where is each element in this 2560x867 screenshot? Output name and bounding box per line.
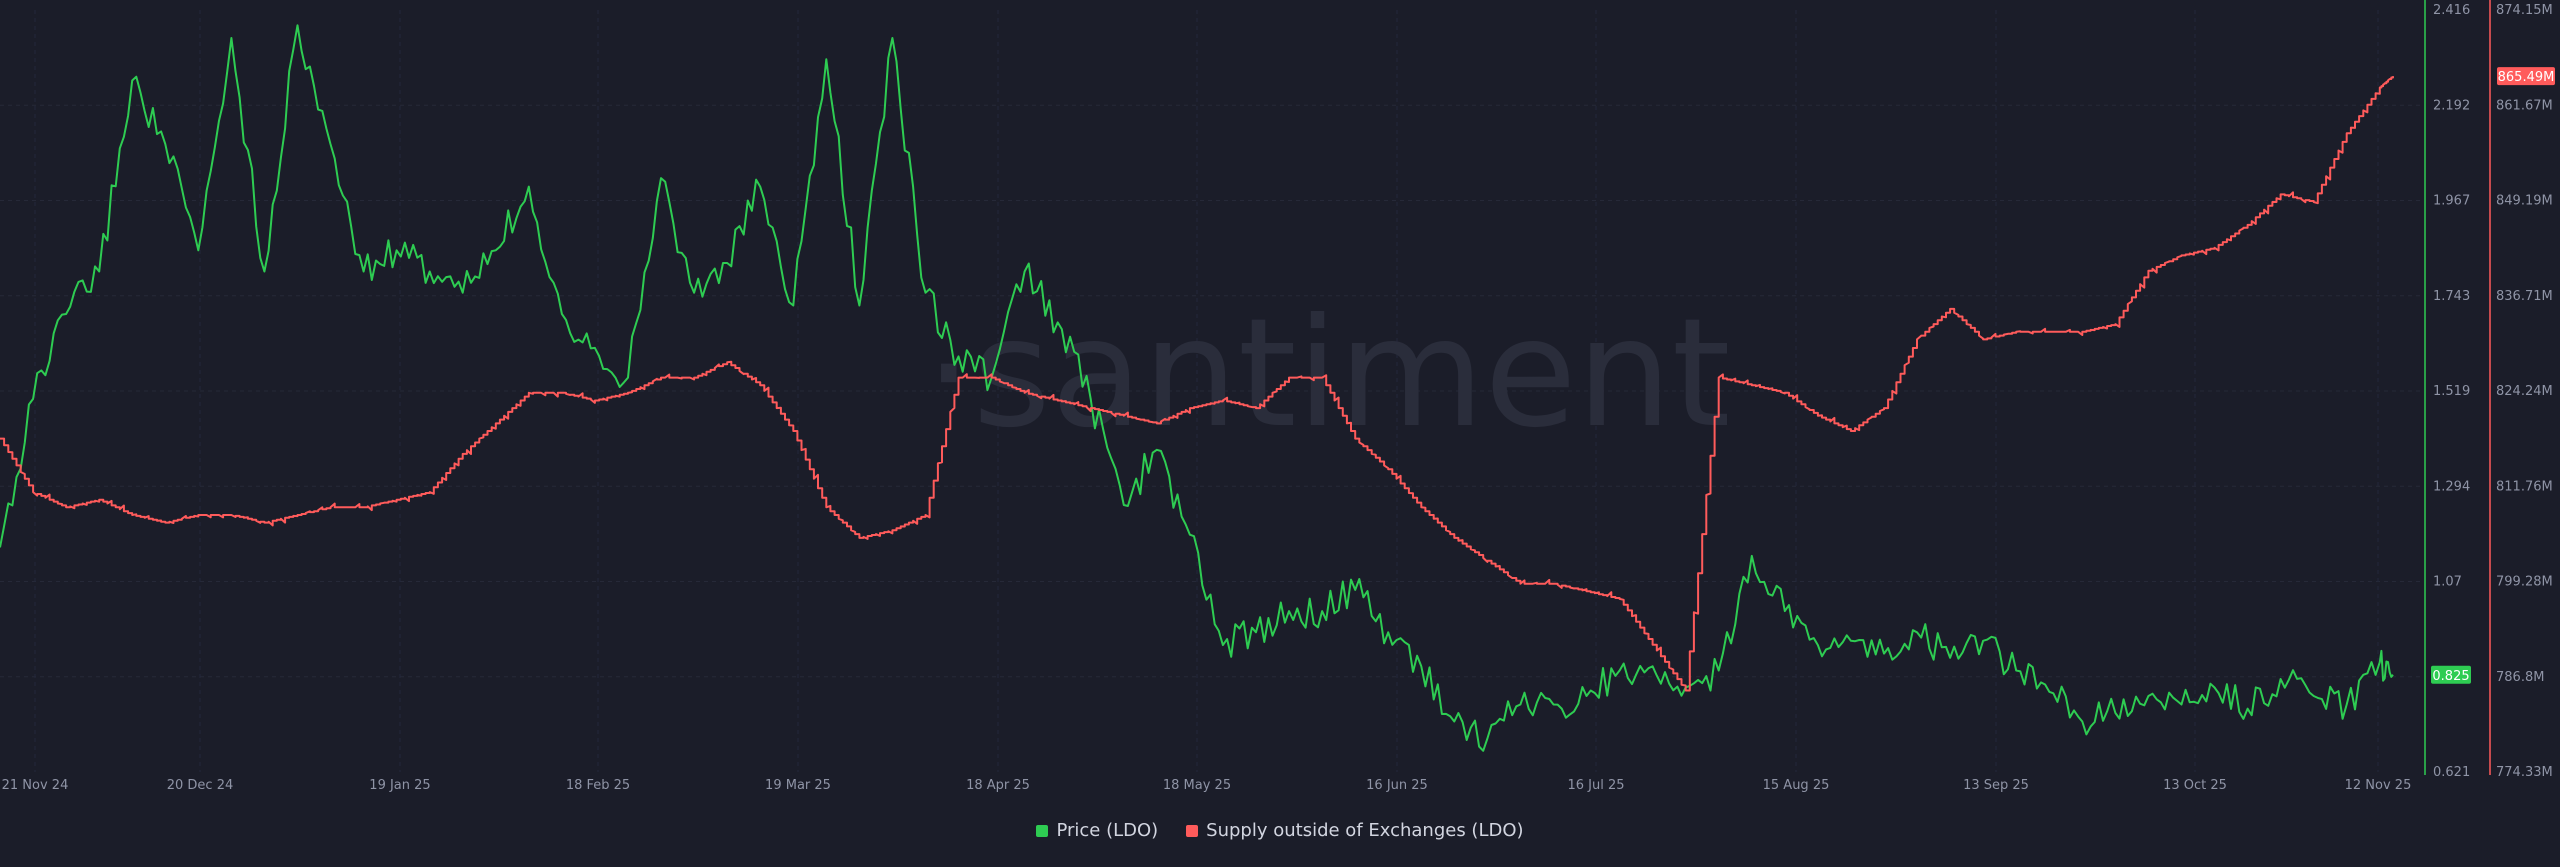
x-tick-label: 18 May 25 xyxy=(1163,778,1231,793)
y-right-tick-label: 774.33M xyxy=(2496,765,2553,780)
x-tick-label: 16 Jul 25 xyxy=(1567,778,1624,793)
y-right-tick-label: 786.8M xyxy=(2496,670,2544,685)
x-tick-label: 16 Jun 25 xyxy=(1366,778,1428,793)
x-tick-label: 18 Apr 25 xyxy=(966,778,1030,793)
x-tick-label: 12 Nov 25 xyxy=(2345,778,2412,793)
y-right-tick-label: 811.76M xyxy=(2496,479,2553,494)
x-tick-label: 20 Dec 24 xyxy=(167,778,234,793)
y-left-tick-label: 1.519 xyxy=(2433,384,2470,399)
x-tick-label: 15 Aug 25 xyxy=(1763,778,1830,793)
grid-lines xyxy=(0,10,2420,772)
supply-last-badge xyxy=(2497,67,2555,86)
santiment-watermark: ·santiment xyxy=(925,287,1731,461)
legend-item-price[interactable]: Price (LDO) xyxy=(1036,820,1158,841)
legend-label-price: Price (LDO) xyxy=(1056,820,1159,841)
y-right-tick-label: 849.19M xyxy=(2496,194,2553,209)
series-layer xyxy=(0,24,2394,752)
y-left-tick-label: 1.967 xyxy=(2433,194,2470,209)
legend-swatch-price xyxy=(1036,824,1049,837)
price-last-badge xyxy=(2431,665,2471,684)
supply-last-value: 865.49M xyxy=(2498,70,2555,85)
legend-swatch-supply xyxy=(1186,824,1199,837)
legend-label-supply: Supply outside of Exchanges (LDO) xyxy=(1206,820,1524,841)
x-tick-label: 21 Nov 24 xyxy=(2,778,69,793)
price-line xyxy=(0,24,2394,752)
y-left-tick-label: 1.07 xyxy=(2433,575,2462,590)
y-left-tick-label: 2.192 xyxy=(2433,98,2470,113)
y-left-tick-label: 1.743 xyxy=(2433,289,2470,304)
legend-item-supply[interactable]: Supply outside of Exchanges (LDO) xyxy=(1186,820,1524,841)
y-right-tick-label: 874.15M xyxy=(2496,3,2553,18)
x-tick-label: 18 Feb 25 xyxy=(566,778,630,793)
badge-layer: 0.825 865.49M xyxy=(2431,67,2555,684)
y-right-tick-label: 799.28M xyxy=(2496,575,2553,590)
x-tick-label: 19 Jan 25 xyxy=(369,778,430,793)
y-left-tick-label: 2.416 xyxy=(2433,3,2470,18)
x-tick-label: 13 Sep 25 xyxy=(1963,778,2029,793)
y-right-tick-label: 836.71M xyxy=(2496,289,2553,304)
y-left-tick-label: 0.621 xyxy=(2433,765,2470,780)
y-right-tick-label: 824.24M xyxy=(2496,384,2553,399)
supply-line xyxy=(0,76,2394,692)
x-tick-label: 19 Mar 25 xyxy=(765,778,831,793)
y-left-tick-label: 1.294 xyxy=(2433,479,2470,494)
price-last-value: 0.825 xyxy=(2432,669,2469,684)
legend: Price (LDO) Supply outside of Exchanges … xyxy=(0,820,2560,841)
x-tick-label: 13 Oct 25 xyxy=(2163,778,2227,793)
y-right-tick-label: 861.67M xyxy=(2496,98,2553,113)
